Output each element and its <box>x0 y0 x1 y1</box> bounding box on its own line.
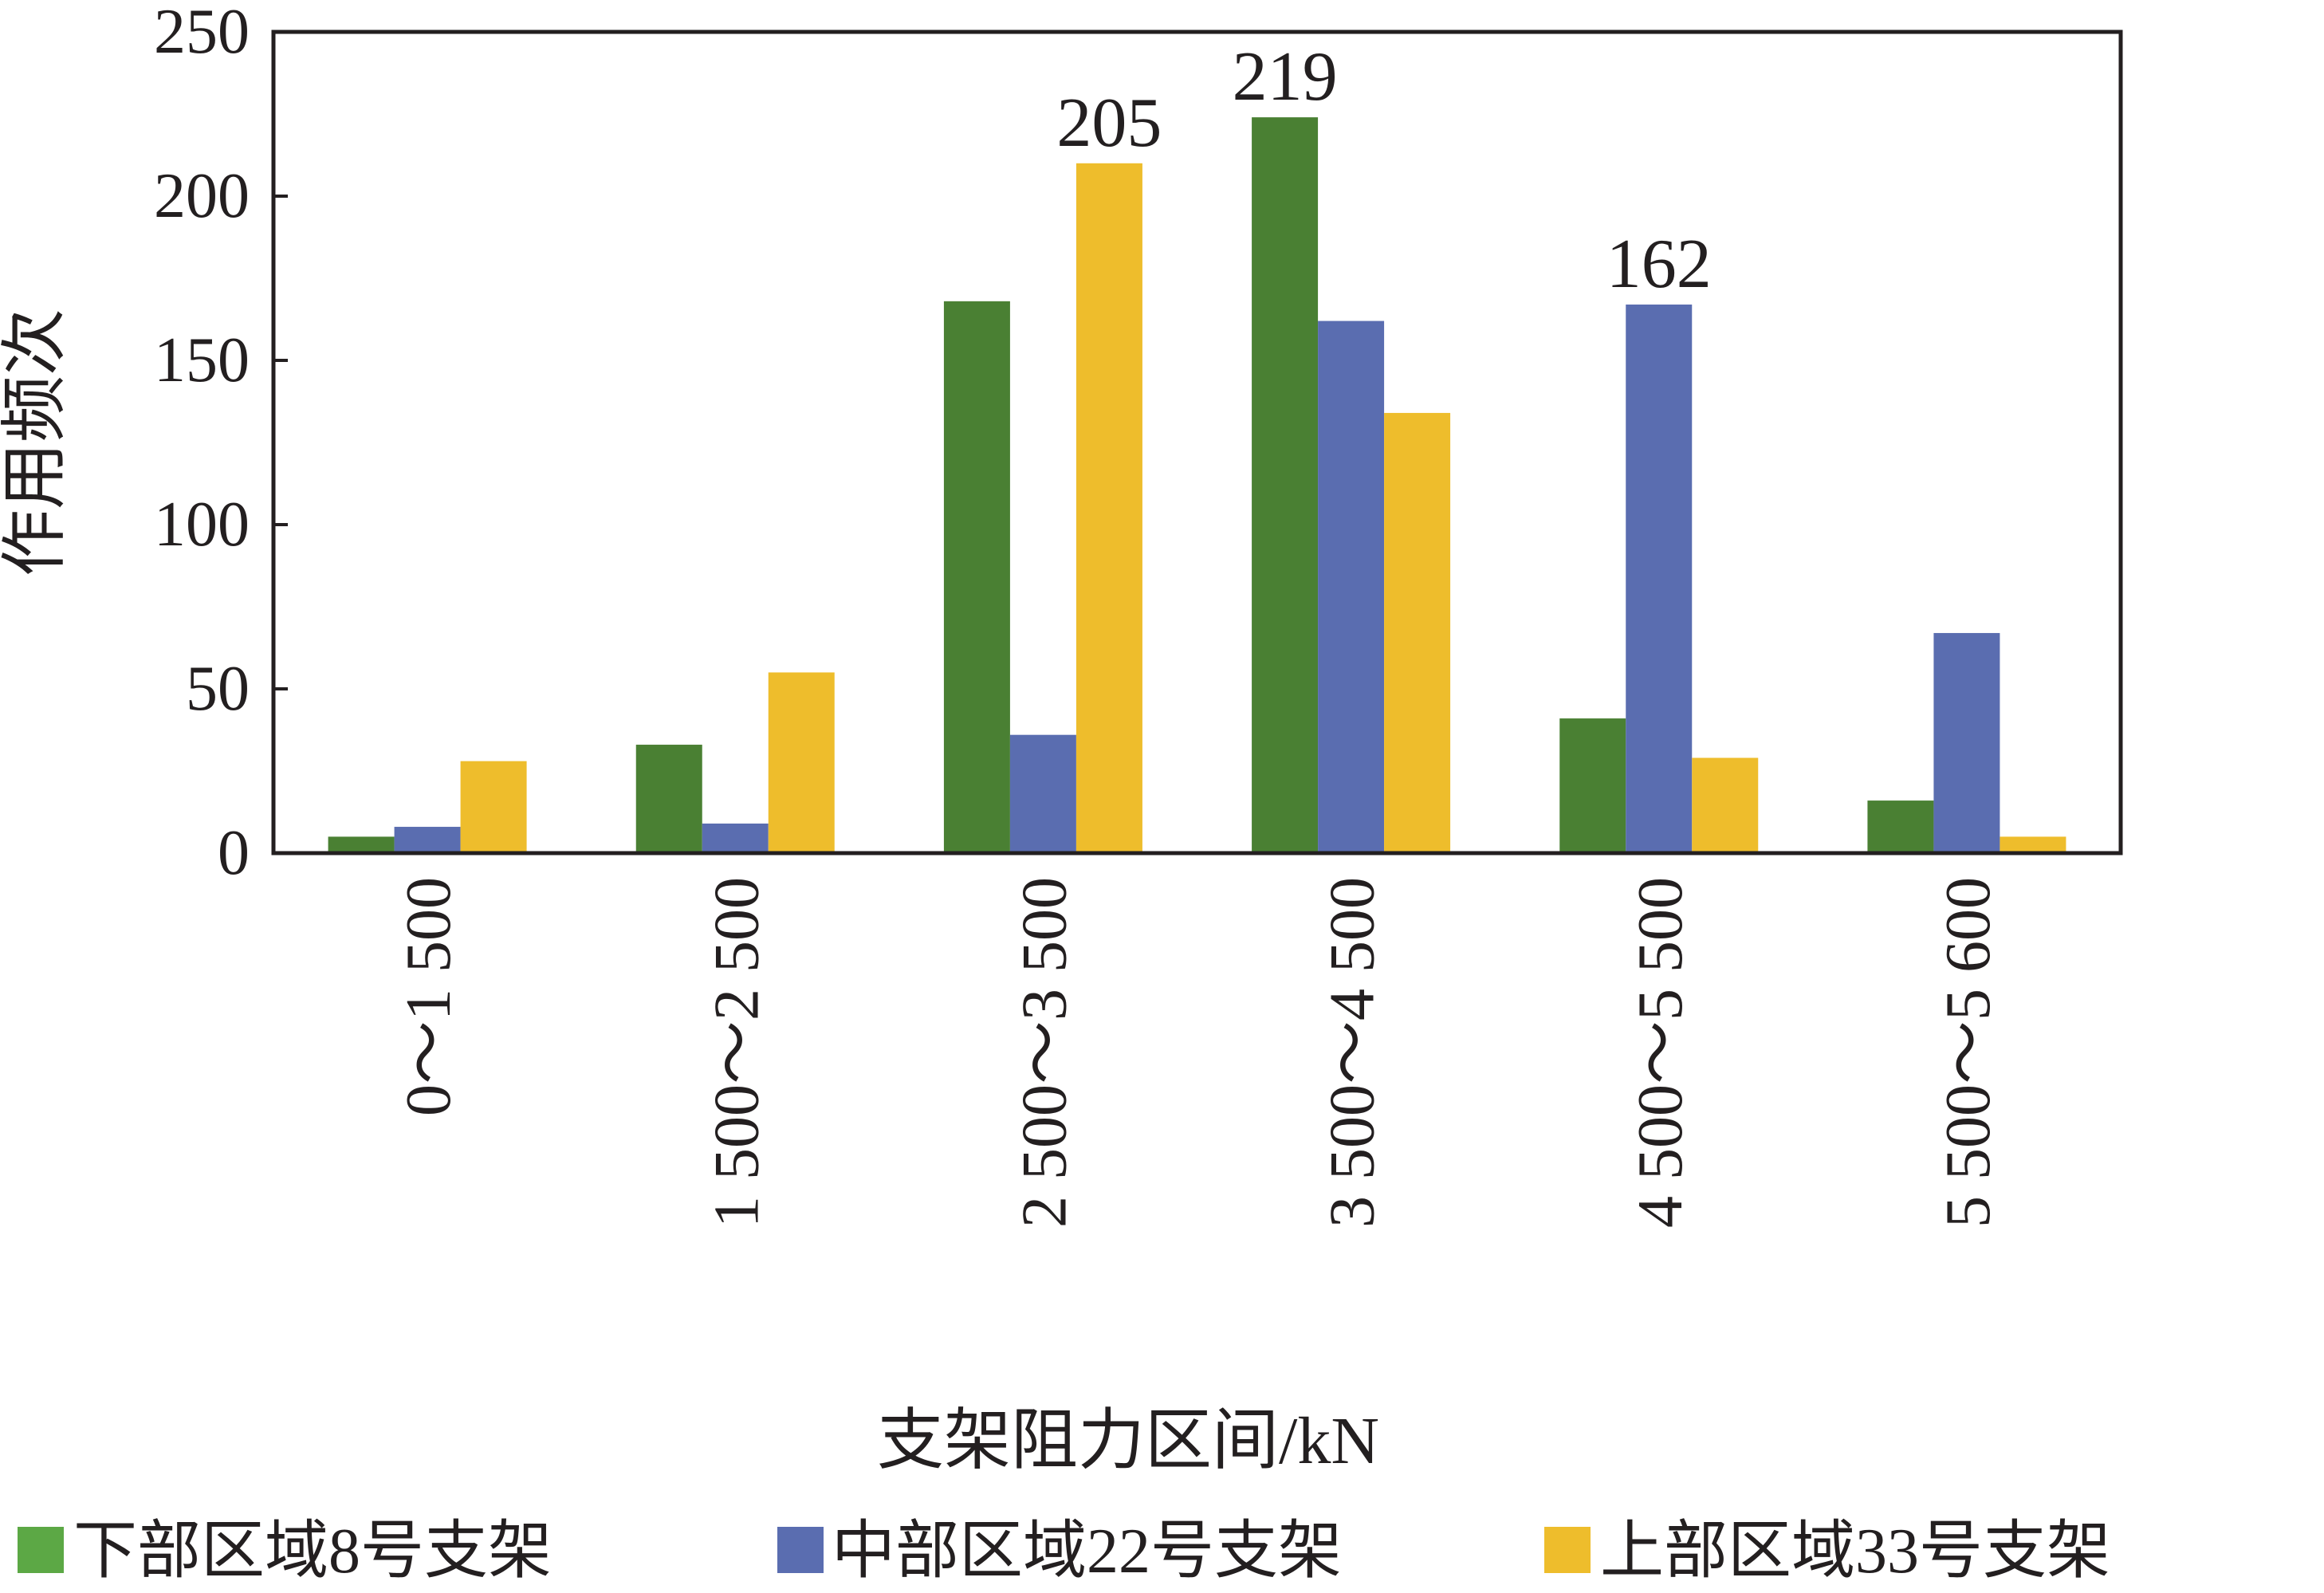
x-tick-label-3: 3 500～4 500 <box>1318 877 1388 1228</box>
bar-s1-c4 <box>1626 304 1693 854</box>
bar-s2-c2 <box>1075 163 1142 854</box>
y-axis-label: 作用频次 <box>0 309 73 576</box>
annotations: 205 219 162 <box>1056 38 1711 303</box>
bar-s2-c3 <box>1384 412 1451 853</box>
data-label-0: 205 <box>1056 85 1162 162</box>
legend-label-2: 上部区域33号支架 <box>1600 1516 2110 1587</box>
legend-swatch-0 <box>18 1527 64 1573</box>
y-tick-label-4: 200 <box>154 161 250 231</box>
y-axis: 0 50 100 150 200 250 <box>154 0 288 888</box>
bar-s1-c5 <box>1933 632 2000 853</box>
bar-s2-c5 <box>2000 836 2066 853</box>
bar-s2-c1 <box>768 672 835 853</box>
bar-s2-c0 <box>460 761 527 853</box>
y-tick-label-3: 150 <box>154 325 250 395</box>
y-tick-label-0: 0 <box>218 818 250 888</box>
legend-label-1: 中部区域22号支架 <box>832 1516 1342 1587</box>
data-label-1: 219 <box>1233 38 1338 116</box>
legend-swatch-2 <box>1544 1527 1591 1573</box>
bar-s2-c4 <box>1692 757 1759 853</box>
bars-layer <box>328 117 2066 854</box>
data-label-2: 162 <box>1606 226 1712 303</box>
y-tick-label-1: 50 <box>186 654 250 724</box>
bar-s1-c3 <box>1318 321 1385 853</box>
legend-swatch-1 <box>777 1527 824 1573</box>
bar-s0-c1 <box>635 745 702 853</box>
x-axis: 0～1 500 1 500～2 500 2 500～3 500 3 500～4 500… <box>394 877 2004 1228</box>
x-tick-label-4: 4 500～5 500 <box>1626 877 1696 1228</box>
x-tick-label-5: 5 500～5 600 <box>1933 877 2004 1228</box>
x-axis-label: 支架阻力区间/kN <box>877 1404 1379 1478</box>
x-tick-label-0: 0～1 500 <box>394 877 464 1116</box>
legend: 下部区域8号支架 中部区域22号支架 上部区域33号支架 <box>18 1516 2110 1587</box>
bar-s0-c3 <box>1252 117 1319 853</box>
x-tick-label-1: 1 500～2 500 <box>702 877 772 1228</box>
bar-s1-c0 <box>394 827 461 853</box>
bar-s0-c4 <box>1559 718 1626 853</box>
bar-s0-c2 <box>943 301 1010 854</box>
bar-s0-c5 <box>1867 800 1934 853</box>
bar-s1-c1 <box>702 823 769 853</box>
y-tick-label-2: 100 <box>154 490 250 560</box>
plot-area-frame <box>271 30 2123 856</box>
bar-s1-c2 <box>1009 734 1076 853</box>
y-tick-label-5: 250 <box>154 0 250 67</box>
legend-label-0: 下部区域8号支架 <box>73 1516 552 1587</box>
bar-s0-c0 <box>328 836 395 853</box>
x-tick-label-2: 2 500～3 500 <box>1009 877 1079 1228</box>
